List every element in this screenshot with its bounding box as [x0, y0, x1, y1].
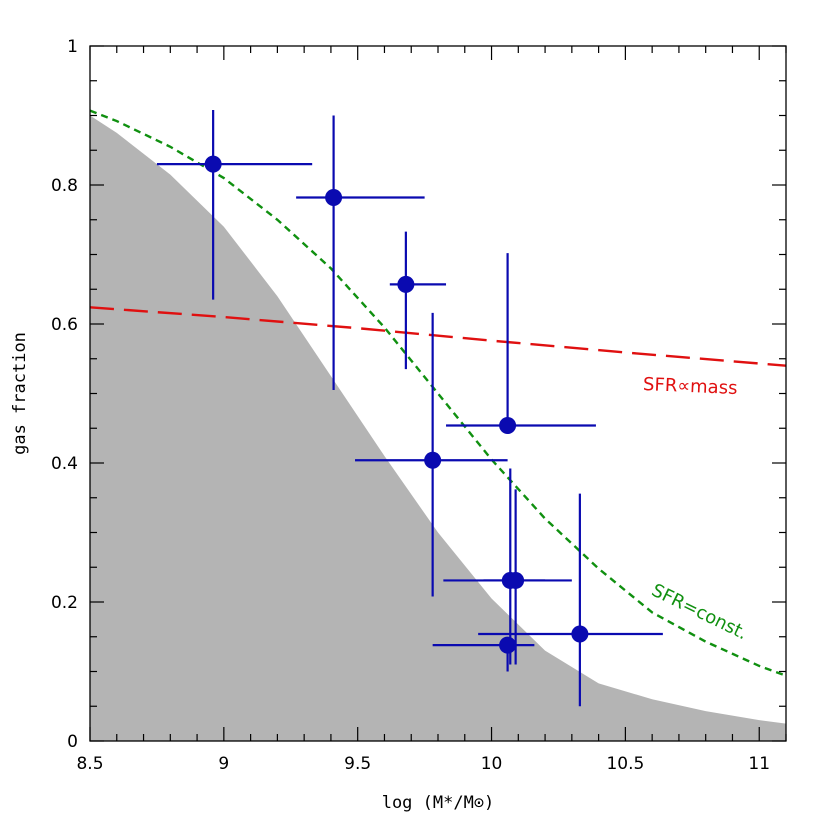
y-tick-label: 0.2 — [51, 593, 78, 613]
data-point-4 — [355, 312, 508, 597]
point-marker — [397, 275, 415, 293]
x-axis-label: log (M*/M⊙) — [382, 793, 495, 813]
sfr-const-curve — [89, 109, 787, 677]
point-marker — [507, 571, 525, 589]
sfr-mass-curve — [89, 306, 787, 367]
sfr-const-annotation: SFR=const. — [648, 580, 751, 644]
x-tick-label: 8.5 — [76, 754, 103, 774]
data-point-3 — [389, 231, 447, 370]
x-tick-label: 10.5 — [606, 754, 644, 774]
point-marker — [424, 451, 442, 469]
point-marker — [499, 416, 517, 434]
data-point-7 — [483, 489, 572, 665]
axes-layer: 8.5 9 9.5 10 10.5 11 0 0.2 0.4 0.6 0.8 1 — [51, 37, 787, 774]
x-tick-label: 9 — [218, 754, 229, 774]
point-marker — [325, 189, 343, 207]
point-marker — [571, 625, 589, 643]
data-point-9 — [478, 493, 663, 707]
point-marker — [204, 155, 222, 173]
point-marker — [499, 636, 517, 654]
y-tick-label: 1 — [67, 37, 78, 57]
data-point-8 — [432, 636, 535, 672]
sfr-mass-annotation: SFR∝mass — [643, 374, 738, 399]
data-point-1 — [156, 109, 313, 300]
data-points-layer — [156, 109, 663, 707]
model-curves-layer — [89, 109, 787, 677]
data-point-2 — [296, 115, 425, 391]
y-tick-label: 0.8 — [51, 176, 78, 196]
y-tick-label: 0.4 — [51, 454, 78, 474]
annotations-layer: SFR∝mass SFR=const. — [643, 374, 751, 644]
x-tick-label: 10 — [481, 754, 503, 774]
x-tick-label: 11 — [748, 754, 770, 774]
y-axis-label: gas fraction — [10, 332, 30, 455]
shaded-region-layer — [90, 115, 786, 741]
data-point-5 — [446, 253, 596, 434]
x-tick-label: 9.5 — [344, 754, 371, 774]
y-tick-label: 0 — [67, 732, 78, 752]
y-tick-label: 0.6 — [51, 315, 78, 335]
shaded-region — [90, 115, 786, 741]
